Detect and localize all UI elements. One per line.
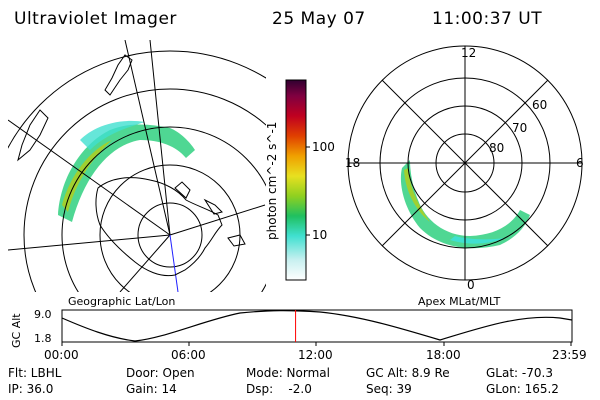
mlat-label-80: 80 bbox=[489, 141, 505, 155]
glat-info: GLat: -70.3 bbox=[486, 366, 553, 380]
mlat-label-70: 70 bbox=[512, 121, 528, 135]
seq-info: Seq: 39 bbox=[366, 382, 412, 396]
mlt-label-12: 12 bbox=[461, 46, 477, 60]
altitude-xtick-2359: 23:59 bbox=[552, 348, 587, 362]
colorbar bbox=[285, 79, 307, 281]
altitude-ytick-1-8: 1.8 bbox=[34, 332, 52, 345]
dsp-info: Dsp: -2.0 bbox=[246, 382, 312, 396]
time-label: 11:00:37 UT bbox=[432, 9, 543, 29]
instrument-title: Ultraviolet Imager bbox=[14, 9, 177, 29]
altitude-xtick-1200: 12:00 bbox=[298, 348, 333, 362]
colorbar-tick-10: 10 bbox=[312, 228, 328, 242]
aurora-oval-left bbox=[58, 124, 195, 222]
geographic-map bbox=[8, 40, 266, 292]
mlt-label-0: 0 bbox=[467, 278, 475, 292]
aurora-oval-right bbox=[400, 160, 530, 249]
date-label: 25 May 07 bbox=[272, 9, 366, 29]
gain-info: Gain: 14 bbox=[126, 382, 177, 396]
geographic-panel-label: Geographic Lat/Lon bbox=[68, 295, 176, 308]
mlt-label-18: 18 bbox=[345, 156, 361, 170]
altitude-xtick-0000: 00:00 bbox=[44, 348, 79, 362]
polar-plot bbox=[347, 45, 583, 281]
door-info: Door: Open bbox=[126, 366, 195, 380]
ip-info: IP: 36.0 bbox=[8, 382, 54, 396]
gc-alt-info: GC Alt: 8.9 Re bbox=[366, 366, 450, 380]
colorbar-unit-label: photon cm^-2 s^-1 bbox=[265, 121, 279, 240]
altitude-ylabel: GC Alt bbox=[10, 313, 23, 348]
mode-info: Mode: Normal bbox=[246, 366, 330, 380]
apex-panel-label: Apex MLat/MLT bbox=[418, 295, 501, 308]
glon-info: GLon: 165.2 bbox=[486, 382, 559, 396]
colorbar-tick-100: 100 bbox=[312, 140, 335, 154]
altitude-ytick-9: 9.0 bbox=[34, 308, 52, 321]
altitude-xtick-0600: 06:00 bbox=[171, 348, 206, 362]
mlat-label-60: 60 bbox=[532, 98, 548, 112]
altitude-plot bbox=[61, 309, 573, 346]
flt-info: Flt: LBHL bbox=[8, 366, 62, 380]
mlt-label-6: 6 bbox=[576, 156, 584, 170]
altitude-xtick-1800: 18:00 bbox=[426, 348, 461, 362]
